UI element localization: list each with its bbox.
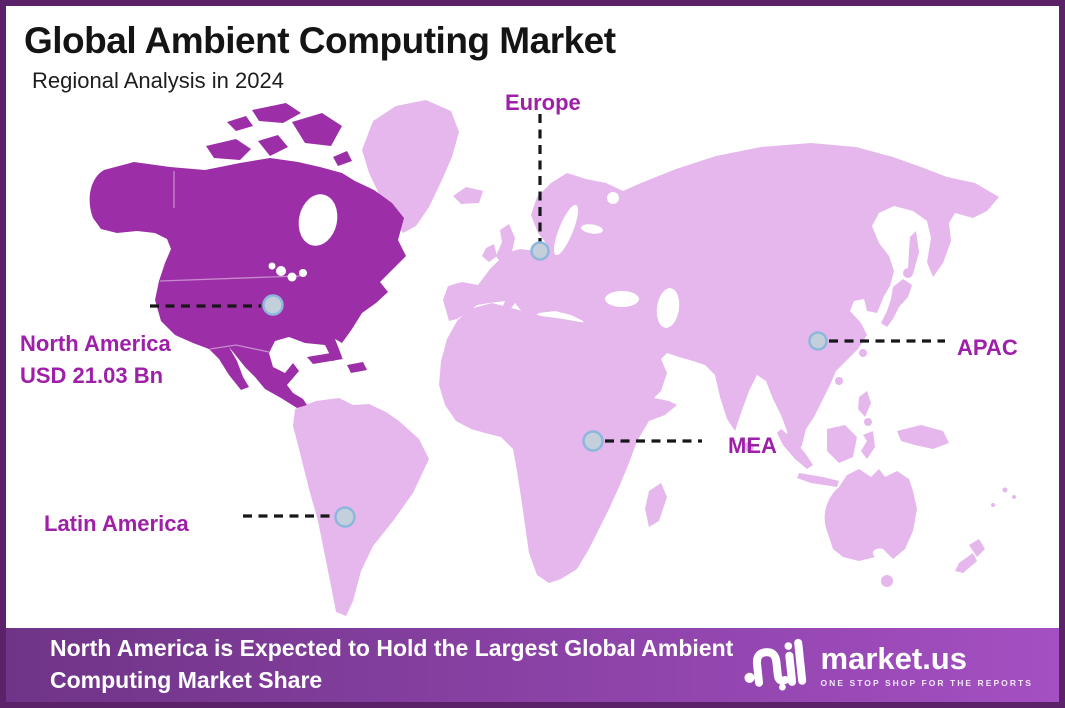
landmass-taiwan bbox=[859, 349, 867, 357]
inland-water bbox=[268, 192, 686, 372]
landmass-sakhalin bbox=[908, 231, 919, 274]
landmass-new-zealand-south bbox=[955, 553, 977, 573]
label-latin-america: Latin America bbox=[44, 511, 189, 536]
header: Global Ambient Computing Market Regional… bbox=[6, 6, 616, 94]
label-europe: Europe bbox=[505, 90, 581, 115]
latin-america-marker bbox=[334, 506, 356, 528]
caspian-sea bbox=[656, 288, 680, 328]
landmass-arctic-island-2 bbox=[258, 135, 288, 156]
landmass-cuba bbox=[307, 352, 343, 364]
country-borders bbox=[159, 171, 301, 353]
leader-lines bbox=[150, 114, 945, 518]
page-title: Global Ambient Computing Market bbox=[24, 20, 616, 61]
north-america-marker bbox=[262, 294, 284, 316]
label-north-america-name: North America bbox=[20, 331, 171, 356]
landmass-pacific-island-1 bbox=[1002, 487, 1008, 493]
footer-message: North America is Expected to Hold the La… bbox=[50, 635, 734, 693]
mea-marker bbox=[582, 430, 604, 452]
landmass-arctic-island-3 bbox=[227, 116, 253, 131]
great-lake-2 bbox=[287, 272, 297, 282]
label-north-america-value: USD 21.03 Bn bbox=[20, 362, 164, 388]
landmass-sri-lanka bbox=[744, 442, 754, 452]
landmass-new-guinea bbox=[897, 425, 949, 449]
landmass-new-zealand-north bbox=[969, 539, 985, 557]
brand-name: market.us bbox=[820, 640, 967, 676]
marketus-logo-icon bbox=[743, 638, 806, 691]
landmass-arctic-island-1 bbox=[206, 139, 251, 160]
landmass-sulawesi bbox=[861, 431, 875, 459]
brand-tagline: ONE STOP SHOP FOR THE REPORTS bbox=[820, 677, 1033, 688]
landmass-southampton-island bbox=[333, 151, 352, 166]
label-mea: MEA bbox=[728, 433, 777, 458]
persian-gulf bbox=[666, 360, 686, 372]
great-lake-4 bbox=[268, 262, 276, 270]
markers bbox=[262, 241, 828, 528]
white-sea bbox=[607, 192, 619, 204]
landmass-baffin-island bbox=[292, 113, 342, 146]
landmass-uk bbox=[496, 224, 515, 266]
black-sea bbox=[605, 291, 639, 307]
landmass-borneo bbox=[827, 425, 857, 463]
region-rest-of-world bbox=[293, 100, 1016, 616]
border-us-canada bbox=[159, 275, 301, 282]
hudson-bay bbox=[298, 194, 338, 246]
landmass-ireland bbox=[482, 244, 497, 262]
landmass-ellesmere-island bbox=[252, 103, 301, 123]
brand-logo: market.us ONE STOP SHOP FOR THE REPORTS bbox=[742, 635, 1033, 695]
landmass-hainan bbox=[835, 377, 843, 385]
landmass-pacific-island-3 bbox=[991, 503, 995, 507]
landmass-south-america bbox=[293, 398, 429, 616]
gulf-of-finland bbox=[581, 224, 603, 234]
landmass-tasmania bbox=[881, 575, 893, 587]
landmass-madagascar bbox=[645, 483, 667, 527]
landmass-pacific-island-2 bbox=[1012, 495, 1016, 499]
footer-banner: North America is Expected to Hold the La… bbox=[6, 628, 1059, 702]
landmass-africa bbox=[439, 303, 677, 583]
landmass-iceland bbox=[453, 187, 483, 204]
landmass-eurasia bbox=[443, 143, 999, 457]
europe-marker bbox=[530, 241, 550, 261]
baltic-sea bbox=[553, 204, 579, 256]
great-lake-1 bbox=[276, 266, 286, 276]
landmass-philippines bbox=[858, 391, 871, 417]
label-apac: APAC bbox=[957, 335, 1018, 360]
label-north-america: North America USD 21.03 Bn bbox=[20, 328, 171, 392]
border-us-mexico bbox=[209, 344, 270, 353]
page-subtitle: Regional Analysis in 2024 bbox=[32, 67, 284, 93]
brand-text: market.us ONE STOP SHOP FOR THE REPORTS bbox=[821, 643, 1033, 688]
great-lake-3 bbox=[299, 269, 307, 277]
landmass-australia bbox=[824, 469, 917, 561]
landmass-sumatra bbox=[777, 429, 813, 469]
landmass-japan bbox=[881, 279, 912, 327]
landmass-mindanao bbox=[864, 418, 872, 426]
landmass-java bbox=[797, 473, 839, 487]
landmass-hispaniola bbox=[347, 362, 367, 373]
apac-marker bbox=[808, 331, 828, 351]
